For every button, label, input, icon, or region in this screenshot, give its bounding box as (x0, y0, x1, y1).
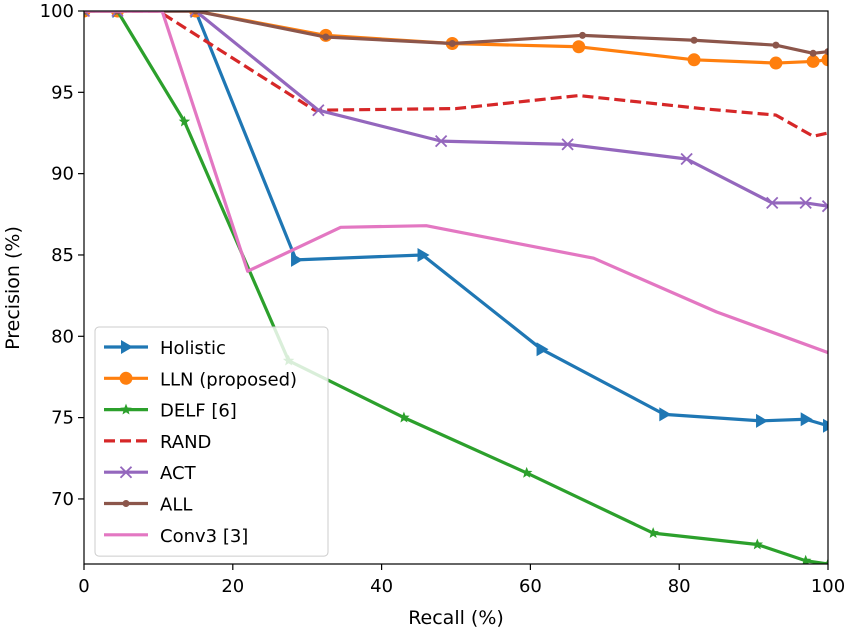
data-point (824, 48, 828, 56)
legend-marker (120, 403, 132, 415)
data-point (398, 411, 410, 423)
data-point (680, 152, 693, 166)
data-point (417, 247, 430, 262)
y-tick-label: 95 (51, 82, 74, 103)
data-point (821, 200, 828, 213)
series-line (84, 11, 828, 564)
data-point (756, 413, 769, 428)
data-point (520, 466, 533, 478)
data-point (561, 138, 574, 151)
legend-item: LLN (proposed) (104, 369, 297, 390)
legend-label: RAND (160, 432, 211, 453)
data-point (291, 252, 304, 267)
data-point (111, 11, 124, 18)
legend-label: DELF [6] (160, 401, 237, 422)
series-line (84, 11, 828, 428)
legend-item: DELF [6] (104, 401, 237, 422)
x-tick-label: 0 (78, 576, 89, 597)
data-point (647, 527, 659, 538)
data-point (578, 31, 586, 39)
y-tick-label: 100 (40, 1, 74, 22)
legend: Holistic LLN (proposed) DELF [6] RAND ACT ALL… (94, 326, 329, 557)
plot-area-frame (83, 10, 829, 565)
x-tick-label: 40 (370, 576, 393, 597)
y-tick-label: 75 (51, 408, 74, 429)
legend-item: RAND (104, 432, 211, 453)
data-point (687, 53, 701, 67)
legend-label: Conv3 [3] (160, 526, 248, 547)
series-0 (84, 11, 828, 433)
axes: 0 20 40 60 80 100 70 75 80 85 90 95 100 (40, 1, 846, 597)
data-point (572, 40, 586, 54)
legend-marker (121, 340, 133, 354)
legend-label: ACT (160, 463, 197, 484)
data-point (823, 418, 828, 433)
data-point (659, 407, 672, 422)
y-axis-label: Precision (%) (2, 226, 24, 350)
legend-item: Conv3 [3] (104, 526, 248, 547)
legend-item: Holistic (104, 338, 226, 359)
series-1 (84, 11, 828, 70)
data-point (769, 56, 783, 70)
legend-box (94, 326, 329, 557)
data-point (434, 134, 448, 148)
data-point (800, 412, 813, 427)
x-tick-label: 60 (519, 576, 542, 597)
x-tick-label: 100 (811, 576, 845, 597)
data-point (751, 538, 764, 550)
series-lines (84, 11, 828, 564)
data-point (809, 49, 817, 57)
series-4 (84, 11, 828, 213)
data-point (806, 54, 820, 68)
x-axis-label: Recall (%) (408, 607, 504, 628)
legend-marker (119, 371, 133, 385)
y-tick-label: 90 (51, 164, 74, 185)
data-point (84, 11, 91, 18)
legend-item: ACT (104, 463, 197, 484)
data-point (178, 115, 191, 127)
data-point (192, 11, 200, 15)
data-point (189, 11, 202, 18)
series-line (84, 11, 828, 355)
y-tick-label: 70 (51, 489, 74, 510)
data-point (766, 196, 779, 210)
legend-label: ALL (160, 495, 192, 516)
data-point (799, 554, 812, 564)
legend-label: LLN (proposed) (160, 369, 297, 390)
series-line (84, 11, 828, 55)
series-line (84, 11, 828, 138)
legend-marker (119, 466, 133, 479)
series-line (84, 11, 828, 65)
data-point (536, 342, 549, 357)
data-point (799, 196, 812, 210)
series-6 (84, 11, 828, 355)
x-tick-label: 20 (221, 576, 244, 597)
series-3 (84, 11, 828, 138)
series-5 (84, 11, 828, 57)
y-tick-label: 85 (51, 245, 74, 266)
y-tick-label: 80 (51, 326, 74, 347)
legend-marker (122, 500, 130, 507)
data-point (312, 104, 325, 117)
data-point (322, 33, 330, 41)
data-point (448, 40, 456, 48)
x-tick-label: 80 (668, 576, 691, 597)
data-point (772, 41, 780, 49)
data-point (821, 53, 828, 67)
legend-label: Holistic (160, 338, 226, 359)
series-line (84, 11, 828, 208)
data-point (822, 558, 828, 564)
data-point (690, 36, 698, 44)
legend-item: ALL (104, 495, 192, 516)
